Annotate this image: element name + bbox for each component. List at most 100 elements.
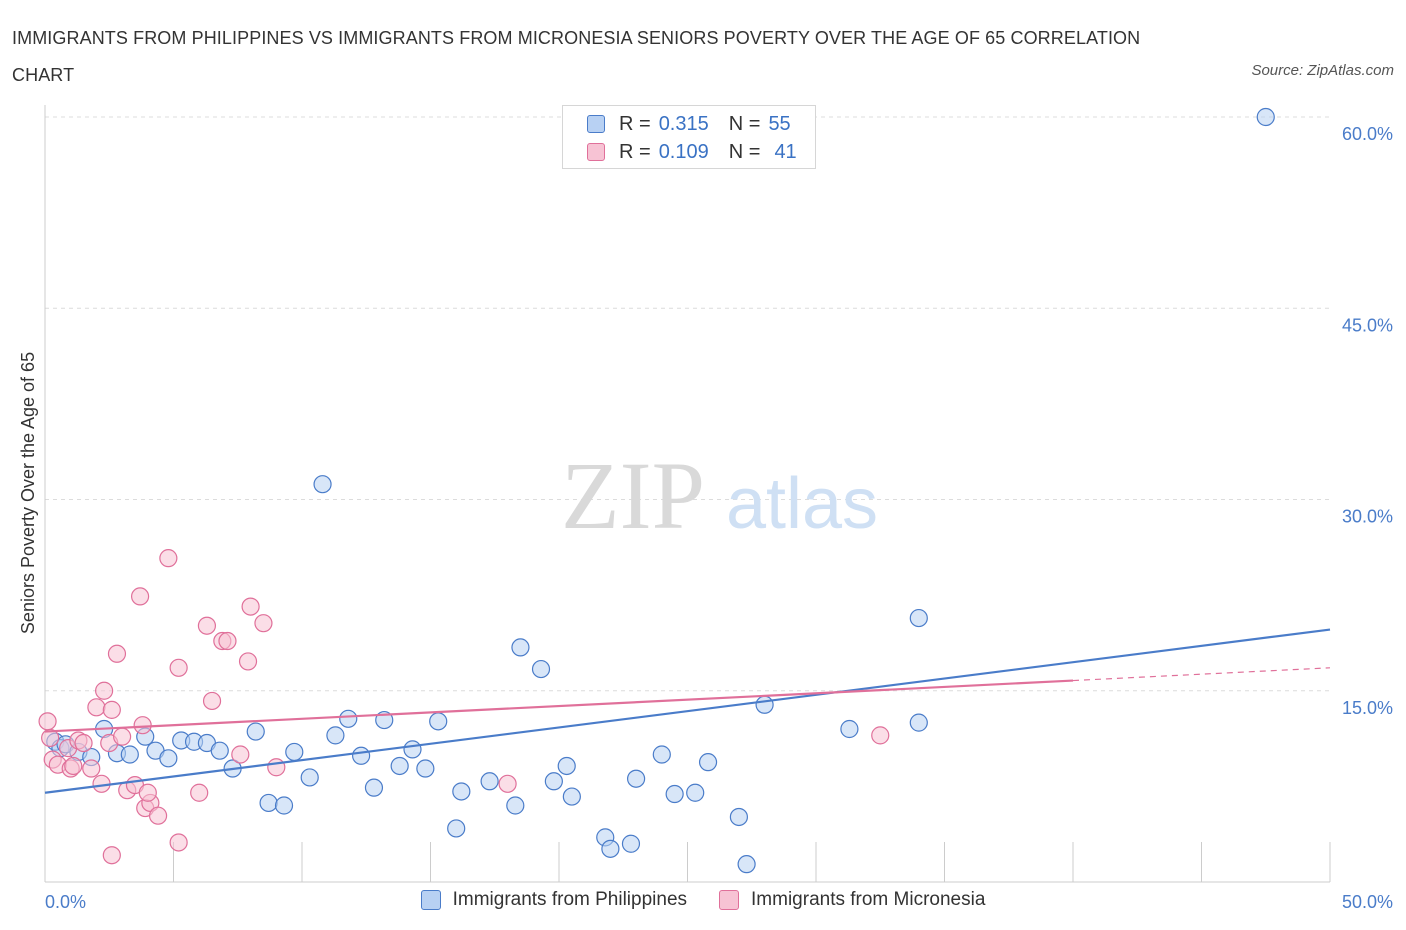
point-micronesia: [38, 712, 57, 731]
point-micronesia: [190, 783, 209, 802]
legend-r-label: R =: [619, 140, 651, 163]
point-philippines: [698, 753, 718, 772]
point-philippines: [447, 819, 466, 838]
point-philippines: [652, 745, 671, 764]
point-philippines: [729, 807, 749, 827]
watermark-atlas: atlas: [726, 464, 878, 544]
legend-row-micronesia: R = 0.109 N = 41: [587, 140, 797, 164]
legend-row-philippines: R = 0.315 N = 55: [587, 112, 791, 136]
point-micronesia: [112, 727, 132, 746]
legend-n-label: N =: [728, 140, 761, 163]
stats-legend: R = 0.315 N = 55 R = 0.109 N = 41: [562, 105, 816, 169]
point-philippines: [665, 784, 684, 804]
legend-swatch-blue: [587, 115, 605, 133]
x-tick-label: 50.0%: [1342, 892, 1393, 912]
source-label: Source: ZipAtlas.com: [1251, 62, 1394, 79]
point-micronesia: [95, 681, 114, 700]
axes: [44, 105, 1331, 883]
point-micronesia: [159, 549, 178, 568]
point-micronesia: [202, 691, 222, 711]
series-name-philippines: Immigrants from Philippines: [452, 889, 688, 910]
point-micronesia: [102, 846, 121, 865]
series-swatch-pink: [719, 890, 740, 910]
point-philippines: [480, 772, 499, 791]
point-micronesia: [169, 658, 188, 677]
legend-r-value: 0.315: [658, 112, 709, 135]
point-micronesia: [102, 700, 121, 719]
trendline-micronesia: [44, 679, 1074, 733]
point-philippines: [686, 783, 705, 802]
point-philippines: [159, 749, 178, 768]
point-philippines: [557, 756, 576, 776]
point-micronesia: [148, 806, 168, 825]
point-micronesia: [241, 597, 260, 616]
watermark-zip: ZIP: [561, 442, 705, 549]
point-philippines: [403, 740, 422, 759]
point-philippines: [246, 722, 265, 741]
point-philippines: [506, 796, 525, 815]
point-philippines: [909, 713, 928, 732]
point-philippines: [274, 796, 294, 815]
y-tick-label: 30.0%: [1342, 507, 1393, 527]
point-micronesia: [231, 745, 250, 764]
point-philippines: [285, 742, 304, 762]
series-legend-micronesia: Immigrants from Micronesia: [719, 889, 985, 911]
point-philippines: [531, 659, 551, 679]
legend-r-value: 0.109: [658, 140, 709, 163]
point-micronesia: [218, 631, 237, 651]
point-micronesia: [64, 756, 83, 776]
point-philippines: [120, 745, 139, 764]
trendline-micronesia-extension: [1072, 667, 1331, 682]
point-micronesia: [238, 652, 258, 671]
point-micronesia: [133, 716, 152, 735]
point-micronesia: [254, 614, 273, 633]
point-micronesia: [87, 698, 106, 717]
point-micronesia: [871, 726, 890, 745]
point-micronesia: [74, 733, 93, 753]
point-philippines: [621, 834, 641, 853]
point-philippines: [626, 769, 646, 788]
point-philippines: [416, 759, 435, 778]
point-philippines: [601, 839, 620, 858]
data-points: [38, 107, 1275, 874]
tick-labels: 60.0% 45.0% 30.0% 15.0% 0.0% 50.0%: [45, 124, 1393, 912]
point-micronesia: [138, 783, 157, 802]
legend-r-label: R =: [619, 112, 651, 135]
point-philippines: [300, 768, 319, 787]
point-philippines: [511, 638, 530, 657]
trendline-philippines: [44, 628, 1331, 794]
grid-lines: [45, 116, 1330, 692]
trend-lines: [44, 628, 1331, 794]
point-philippines: [909, 608, 928, 628]
y-tick-label: 45.0%: [1342, 315, 1393, 335]
point-philippines: [313, 475, 332, 494]
point-philippines: [429, 712, 448, 731]
point-philippines: [259, 793, 278, 813]
point-philippines: [562, 787, 581, 806]
point-philippines: [210, 741, 229, 760]
point-micronesia: [107, 644, 127, 663]
point-philippines: [737, 855, 756, 874]
series-legend-philippines: Immigrants from Philippines: [420, 889, 688, 911]
point-philippines: [390, 756, 409, 776]
point-micronesia: [197, 616, 217, 635]
point-micronesia: [267, 758, 286, 777]
point-philippines: [352, 746, 371, 765]
point-philippines: [755, 695, 774, 714]
legend-n-value: 55: [768, 112, 791, 135]
point-philippines: [364, 778, 384, 797]
series-swatch-blue: [420, 890, 441, 910]
point-philippines: [544, 772, 563, 791]
y-axis-label: Seniors Poverty Over the Age of 65: [18, 352, 38, 634]
point-micronesia: [130, 587, 150, 606]
y-tick-label: 60.0%: [1342, 124, 1393, 144]
point-philippines: [452, 782, 471, 801]
point-philippines: [1256, 107, 1275, 127]
legend-n-value: 41: [774, 140, 797, 163]
point-micronesia: [169, 833, 188, 852]
chart-title: IMMIGRANTS FROM PHILIPPINES VS IMMIGRANT…: [12, 28, 1141, 85]
series-legend: Immigrants from Philippines Immigrants f…: [0, 889, 1406, 911]
point-philippines: [326, 726, 345, 745]
series-name-micronesia: Immigrants from Micronesia: [751, 889, 986, 910]
point-philippines: [840, 719, 859, 739]
